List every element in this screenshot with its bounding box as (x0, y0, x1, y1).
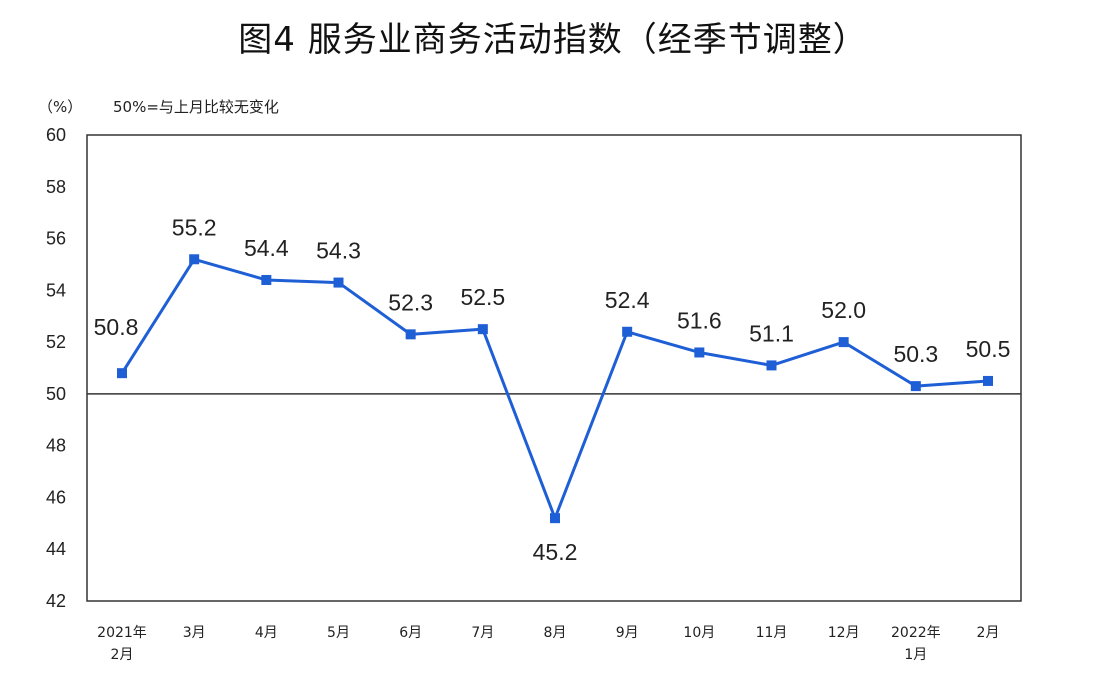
data-label: 52.5 (460, 284, 505, 310)
data-point (189, 254, 200, 265)
x-tick-label: 8月 (544, 625, 567, 641)
reference-note: 50%=与上月比较无变化 (113, 98, 279, 116)
y-axis-unit: （%） (38, 98, 82, 116)
x-tick-label: 10月 (683, 625, 715, 641)
data-point (405, 329, 416, 340)
y-tick-label: 52 (46, 332, 66, 352)
data-point (550, 513, 560, 524)
x-tick-label: 7月 (471, 625, 494, 641)
y-tick-label: 48 (46, 436, 66, 456)
data-label: 52.0 (821, 297, 866, 323)
chart-title: 图4 服务业商务活动指数（经季节调整） (238, 20, 868, 60)
x-axis-ticks: 2021年 2月 3月 4月 5月 6月 7月 8月 9月 10月 11月 12月 2022年 1月 2月 (97, 625, 999, 663)
x-tick-label: 6月 (399, 625, 422, 641)
series-markers (117, 254, 993, 524)
data-point (983, 375, 993, 386)
y-tick-label: 56 (46, 229, 66, 249)
data-point (766, 360, 777, 371)
data-label: 50.3 (893, 341, 938, 367)
x-tick-label: 11月 (756, 625, 788, 641)
data-point (117, 368, 127, 379)
data-point (910, 381, 921, 392)
plot-area (86, 134, 1022, 602)
data-label: 52.4 (605, 287, 650, 313)
data-point (838, 337, 849, 348)
x-tick-label: 4月 (255, 625, 278, 641)
x-tick-label: 2021年 2月 (97, 625, 147, 663)
data-label: 50.8 (94, 314, 139, 340)
x-tick-label: 5月 (327, 625, 350, 641)
x-tick-label: 9月 (616, 625, 639, 641)
y-tick-label: 46 (46, 487, 66, 507)
y-tick-label: 50 (46, 384, 66, 404)
data-point (477, 324, 488, 335)
data-label: 54.3 (316, 238, 361, 264)
data-label: 51.6 (677, 307, 722, 333)
y-tick-label: 44 (46, 539, 66, 559)
y-tick-label: 58 (46, 177, 66, 197)
data-label: 50.5 (966, 336, 1011, 362)
data-point (261, 274, 272, 285)
data-point (694, 347, 705, 358)
data-label: 51.1 (749, 320, 794, 346)
data-point (622, 326, 633, 337)
data-labels: 50.8 55.2 54.4 54.3 52.3 52.5 45.2 52.4 51.6 51.1… (94, 214, 1011, 565)
x-tick-label: 2022年 1月 (891, 625, 941, 663)
y-axis-ticks: 42 44 46 48 50 52 54 56 58 60 (46, 125, 66, 611)
data-label: 45.2 (533, 539, 578, 565)
data-label: 52.3 (388, 289, 433, 315)
x-tick-label: 3月 (183, 625, 206, 641)
data-point (333, 277, 344, 288)
y-tick-label: 54 (46, 280, 66, 300)
x-tick-label: 12月 (828, 625, 860, 641)
x-tick-label: 2月 (977, 625, 1000, 641)
y-tick-label: 60 (46, 125, 66, 145)
data-label: 54.4 (244, 235, 289, 261)
y-tick-label: 42 (46, 591, 66, 611)
data-label: 55.2 (172, 214, 217, 240)
